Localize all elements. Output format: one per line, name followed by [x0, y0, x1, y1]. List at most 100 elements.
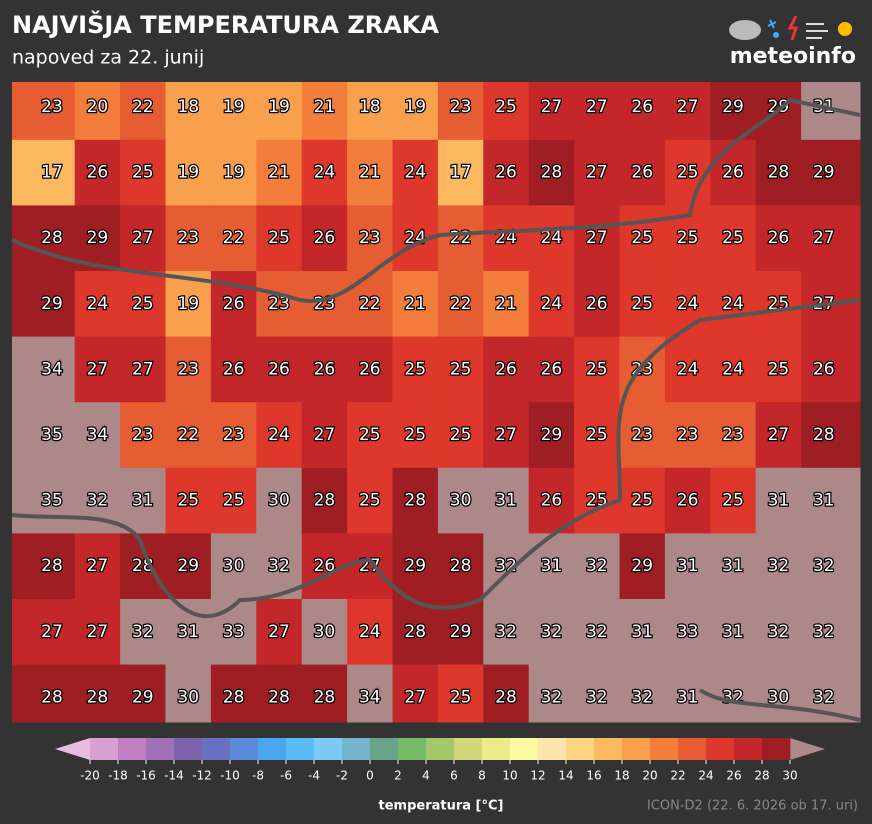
temperature-cell: [755, 467, 802, 534]
temperature-cell: [210, 336, 257, 403]
temperature-label: 25: [177, 491, 199, 511]
colorbar-segment: [202, 738, 231, 760]
temperature-cell: [664, 82, 711, 141]
colorbar-segment: [566, 738, 595, 760]
temperature-label: 21: [314, 97, 336, 117]
temperature-label: 25: [768, 359, 790, 379]
temperature-cell: [483, 205, 530, 272]
temperature-cell: [437, 599, 484, 666]
temperature-cell: [210, 467, 257, 534]
temperature-label: 27: [268, 622, 290, 642]
temperature-cell: [301, 402, 348, 469]
temperature-label: 32: [541, 687, 563, 707]
temperature-cell: [574, 82, 620, 141]
temperature-cell: [437, 205, 484, 272]
temperature-cell: [619, 467, 666, 534]
temperature-label: 21: [404, 294, 426, 314]
temperature-cell: [437, 139, 484, 206]
temperature-label: 31: [177, 622, 199, 642]
temperature-cell: [74, 664, 121, 723]
temperature-cell: [165, 533, 212, 600]
colorbar-tick-label: -16: [136, 769, 156, 783]
temperature-label: 28: [404, 491, 426, 511]
temperature-cell: [210, 402, 257, 469]
temperature-label: 32: [813, 622, 835, 642]
temperature-label: 28: [87, 687, 109, 707]
temperature-label: 28: [541, 163, 563, 183]
temperature-label: 28: [41, 556, 63, 576]
temperature-cell: [710, 336, 757, 403]
temperature-label: 27: [586, 97, 608, 117]
temperature-label: 25: [631, 491, 653, 511]
temperature-cell: [483, 664, 530, 723]
temperature-cell: [755, 271, 802, 338]
temperature-label: 24: [541, 294, 563, 314]
colorbar-segment: [510, 738, 539, 760]
temperature-cell: [256, 599, 303, 666]
temperature-label: 29: [132, 687, 154, 707]
temperature-label: 28: [495, 687, 517, 707]
temperature-cell: [664, 139, 711, 206]
temperature-label: 27: [132, 359, 154, 379]
temperature-cell: [574, 139, 620, 206]
temperature-cell: [12, 664, 76, 723]
temperature-cell: [574, 599, 620, 666]
temperature-cell: [12, 336, 76, 403]
temperature-label: 28: [314, 491, 336, 511]
temperature-cell: [165, 402, 212, 469]
temperature-label: 25: [404, 359, 426, 379]
temperature-cell: [12, 533, 76, 600]
colorbar-label: temperatura [°C]: [379, 799, 504, 814]
temperature-label: 20: [87, 97, 109, 117]
colorbar-tick-label: 10: [502, 769, 517, 783]
logo: meteoinfo: [730, 44, 856, 69]
temperature-label: 30: [223, 556, 245, 576]
temperature-cell: [710, 402, 757, 469]
temperature-label: 31: [813, 491, 835, 511]
temperature-cell: [120, 467, 166, 534]
temperature-label: 32: [768, 622, 790, 642]
colorbar-tick-label: 26: [726, 769, 741, 783]
temperature-cell: [256, 82, 303, 141]
colorbar-tick-label: 20: [642, 769, 657, 783]
temperature-cell: [619, 139, 666, 206]
temperature-cell: [301, 336, 348, 403]
temperature-cell: [12, 467, 76, 534]
colorbar-tick-label: -10: [220, 769, 240, 783]
temperature-label: 22: [450, 294, 472, 314]
temperature-cell: [619, 402, 666, 469]
colorbar-tick-label: 24: [698, 769, 713, 783]
temperature-label: 23: [359, 228, 381, 248]
temperature-cell: [12, 82, 76, 141]
temperature-cell: [301, 271, 348, 338]
temperature-cell: [392, 664, 439, 723]
temperature-cell: [74, 82, 121, 141]
colorbar-segment: [594, 738, 623, 760]
logo-icons: [729, 15, 852, 41]
temperature-label: 26: [223, 294, 245, 314]
temperature-cell: [437, 533, 484, 600]
temperature-label: 35: [41, 491, 63, 511]
temperature-cell: [437, 336, 484, 403]
temperature-label: 25: [223, 491, 245, 511]
temperature-cell: [301, 533, 348, 600]
temperature-cell: [256, 402, 303, 469]
temperature-label: 26: [813, 359, 835, 379]
temperature-label: 31: [631, 622, 653, 642]
colorbar-tick-label: -18: [108, 769, 128, 783]
temperature-label: 25: [450, 425, 472, 445]
temperature-cell: [801, 205, 861, 272]
temperature-label: 24: [541, 228, 563, 248]
colorbar-tick-label: -2: [336, 769, 348, 783]
temperature-cell: [347, 139, 393, 206]
temperature-cell: [619, 599, 666, 666]
temperature-cell: [574, 402, 620, 469]
temperature-cell: [256, 467, 303, 534]
temperature-label: 26: [314, 228, 336, 248]
temperature-label: 29: [541, 425, 563, 445]
temperature-cell: [347, 664, 393, 723]
temperature-label: 26: [268, 359, 290, 379]
temperature-cell: [801, 139, 861, 206]
temperature-label: 26: [722, 163, 744, 183]
temperature-cell: [528, 402, 575, 469]
